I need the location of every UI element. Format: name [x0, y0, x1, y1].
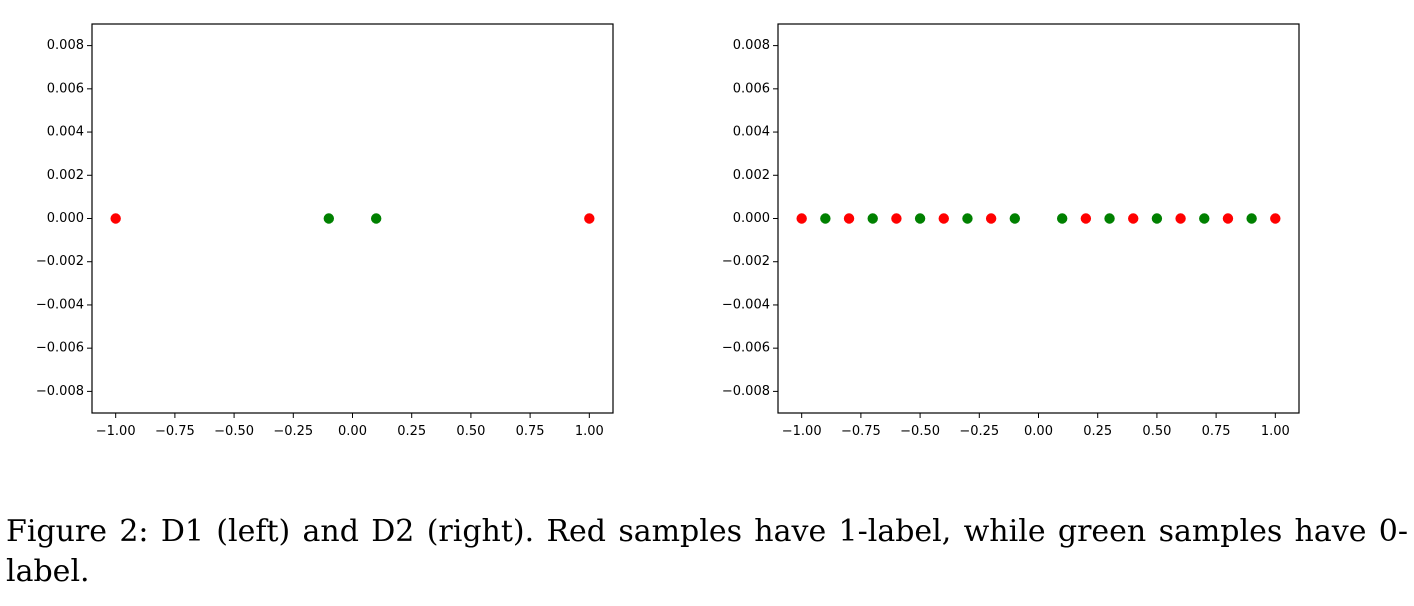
x-tick-label: −0.25	[273, 424, 313, 439]
y-tick-label: 0.006	[47, 81, 84, 96]
green-data-point	[1010, 213, 1020, 223]
y-tick-label: 0.000	[733, 211, 770, 226]
x-tick-label: −0.75	[841, 424, 881, 439]
x-tick-label: 0.25	[1083, 424, 1112, 439]
green-data-point	[1104, 213, 1114, 223]
x-tick-label: −1.00	[96, 424, 136, 439]
green-data-point	[868, 213, 878, 223]
x-tick-label: −1.00	[782, 424, 822, 439]
x-tick-label: 1.00	[1261, 424, 1290, 439]
red-data-point	[1223, 213, 1233, 223]
red-data-point	[939, 213, 949, 223]
y-tick-label: −0.002	[722, 254, 770, 269]
green-data-point	[915, 213, 925, 223]
y-tick-label: 0.002	[47, 168, 84, 183]
green-data-point	[1246, 213, 1256, 223]
x-tick-label: 0.75	[1202, 424, 1231, 439]
chart-right: 0.008 0.006 0.004 0.002 0.000 −0.002 −0.004 −0.…	[722, 24, 1299, 439]
red-data-point	[796, 213, 806, 223]
y-tick-label: −0.006	[36, 341, 84, 356]
x-tick-label: −0.50	[900, 424, 940, 439]
x-tick-label: −0.50	[214, 424, 254, 439]
y-tick-label: 0.008	[733, 38, 770, 53]
red-data-point	[584, 213, 594, 223]
x-tick-label: 0.00	[1024, 424, 1053, 439]
y-tick-label: −0.002	[36, 254, 84, 269]
red-data-point	[844, 213, 854, 223]
x-tick-label: 0.50	[456, 424, 485, 439]
axes-frame	[92, 24, 613, 413]
y-tick-label: −0.004	[36, 297, 84, 312]
y-tick-label: 0.006	[733, 81, 770, 96]
figure-plots: 0.008 0.006 0.004 0.002 0.000 −0.002 −0.004 −0.…	[0, 0, 1414, 500]
x-tick-label: −0.25	[959, 424, 999, 439]
x-tick-label: 0.75	[516, 424, 545, 439]
red-data-point	[1175, 213, 1185, 223]
y-tick-label: 0.008	[47, 38, 84, 53]
y-tick-label: −0.004	[722, 297, 770, 312]
red-data-point	[1081, 213, 1091, 223]
green-data-point	[820, 213, 830, 223]
y-tick-label: −0.008	[36, 384, 84, 399]
y-tick-label: 0.004	[733, 125, 770, 140]
chart-left: 0.008 0.006 0.004 0.002 0.000 −0.002 −0.004 −0.…	[36, 24, 613, 439]
x-tick-label: 1.00	[575, 424, 604, 439]
x-tick-label: 0.25	[397, 424, 426, 439]
x-tick-label: 0.50	[1142, 424, 1171, 439]
green-data-point	[962, 213, 972, 223]
y-tick-label: −0.008	[722, 384, 770, 399]
red-data-point	[891, 213, 901, 223]
y-tick-label: 0.004	[47, 125, 84, 140]
x-tick-label: 0.00	[338, 424, 367, 439]
green-data-point	[1152, 213, 1162, 223]
red-data-point	[110, 213, 120, 223]
y-tick-label: 0.000	[47, 211, 84, 226]
red-data-point	[986, 213, 996, 223]
green-data-point	[371, 213, 381, 223]
red-data-point	[1270, 213, 1280, 223]
green-data-point	[324, 213, 334, 223]
red-data-point	[1128, 213, 1138, 223]
axes-frame	[778, 24, 1299, 413]
green-data-point	[1199, 213, 1209, 223]
figure-caption: Figure 2: D1 (left) and D2 (right). Red …	[6, 512, 1408, 592]
y-tick-label: −0.006	[722, 341, 770, 356]
y-tick-label: 0.002	[733, 168, 770, 183]
green-data-point	[1057, 213, 1067, 223]
x-tick-label: −0.75	[155, 424, 195, 439]
